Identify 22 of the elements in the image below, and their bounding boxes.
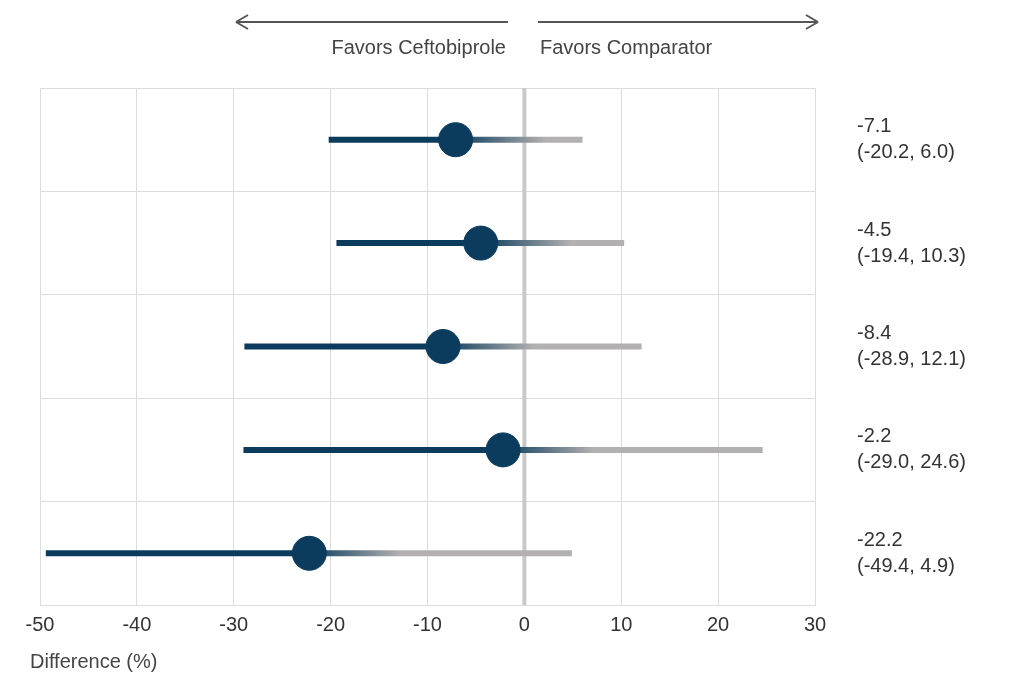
x-axis-title: Difference (%) [30, 650, 158, 673]
x-tick-label: -40 [122, 612, 152, 635]
text: -8.4 (-28.9, 12.1) [857, 321, 966, 370]
x-tick-label: -50 [25, 612, 55, 635]
point [463, 225, 499, 261]
x-tick-label: -10 [413, 612, 442, 635]
x-tick-label: 20 [707, 612, 730, 635]
x-tick-label: -30 [219, 612, 249, 635]
point [485, 432, 521, 468]
x-tick-label: 10 [610, 612, 633, 635]
text: -2.2 (-29.0, 24.6) [857, 424, 966, 473]
text: Favors Comparator [540, 36, 713, 59]
x-tick-label: 0 [518, 612, 530, 635]
point [425, 329, 461, 364]
text: Favors Ceftobiprole [331, 36, 506, 59]
text: -4.5 (-19.4, 10.3) [857, 217, 966, 266]
point [291, 535, 327, 571]
x-tick-label: 30 [803, 612, 827, 635]
x-tick-label: -20 [316, 612, 346, 635]
text: -22.2 (-49.4, 4.9) [857, 527, 955, 576]
text: -7.1 (-20.2, 6.0) [857, 114, 955, 163]
point [438, 122, 474, 158]
